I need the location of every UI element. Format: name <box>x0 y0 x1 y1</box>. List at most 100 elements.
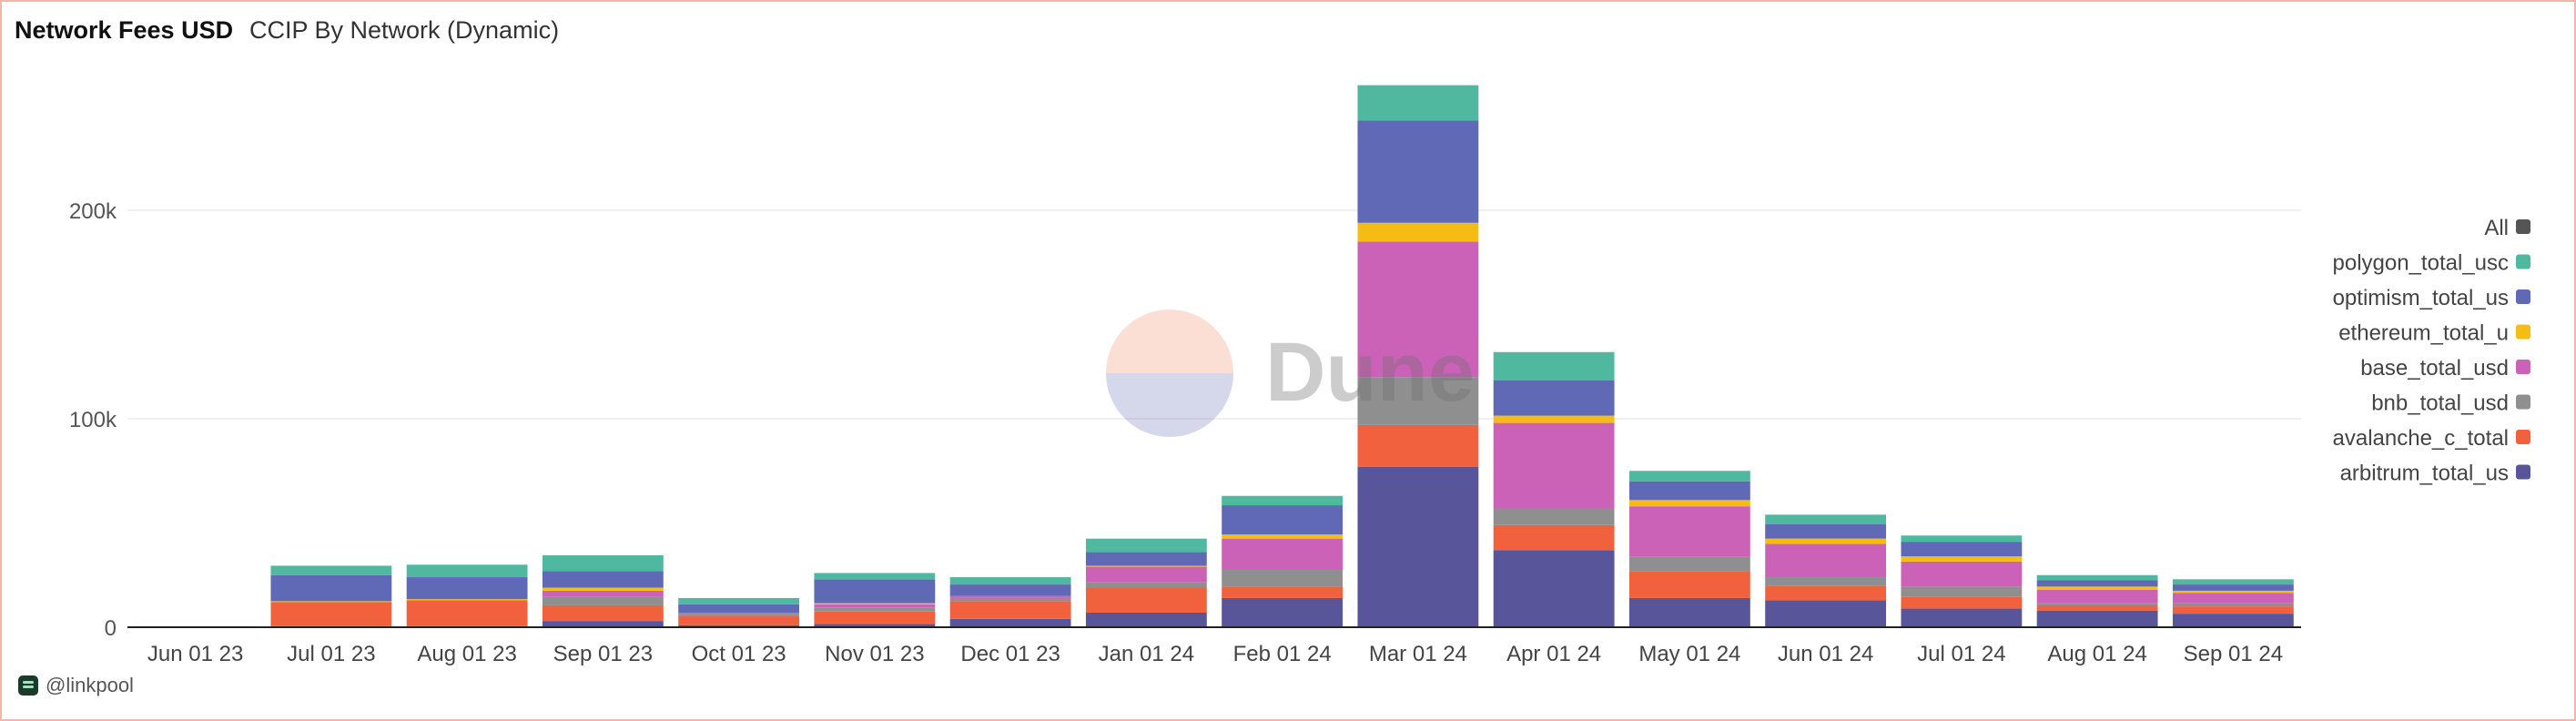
bar-segment[interactable] <box>542 596 664 605</box>
bar-segment[interactable] <box>678 625 800 627</box>
bar-segment[interactable] <box>1901 586 2023 597</box>
bar-segment[interactable] <box>949 618 1071 627</box>
bar-segment[interactable] <box>542 554 664 572</box>
bar-segment[interactable] <box>1493 415 1615 423</box>
bar-segment[interactable] <box>1222 505 1344 535</box>
legend-swatch[interactable] <box>2516 464 2530 480</box>
bar-segment[interactable] <box>2172 606 2294 614</box>
author-handle[interactable]: @linkpool <box>46 674 134 696</box>
bar-segment[interactable] <box>1222 586 1344 598</box>
legend-swatch[interactable] <box>2516 394 2530 410</box>
bar-segment[interactable] <box>1357 241 1479 378</box>
bar-segment[interactable] <box>542 590 664 597</box>
bar-segment[interactable] <box>406 600 528 626</box>
bar-segment[interactable] <box>1085 538 1207 553</box>
bar-segment[interactable] <box>2036 589 2158 604</box>
bar-segment[interactable] <box>1628 471 1750 482</box>
bar-segment[interactable] <box>270 602 392 626</box>
bar-segment[interactable] <box>1222 570 1344 587</box>
bar-segment[interactable] <box>2036 604 2158 611</box>
bar-segment[interactable] <box>2172 614 2294 627</box>
bar-segment[interactable] <box>814 624 936 627</box>
bar-segment[interactable] <box>1901 561 2023 587</box>
legend-swatch[interactable] <box>2516 324 2530 340</box>
bar-segment[interactable] <box>2036 574 2158 581</box>
bar-segment[interactable] <box>1901 556 2023 562</box>
bar-segment[interactable] <box>1085 582 1207 588</box>
bar-segment[interactable] <box>2036 580 2158 587</box>
bar-segment[interactable] <box>1628 571 1750 598</box>
bar-segment[interactable] <box>1628 481 1750 501</box>
bar-segment[interactable] <box>2036 603 2158 605</box>
bar-segment[interactable] <box>814 579 936 604</box>
bar-segment[interactable] <box>2172 593 2294 604</box>
legend-item-label[interactable]: polygon_total_usc <box>2333 251 2509 276</box>
bar-segment[interactable] <box>678 612 800 614</box>
bar-segment[interactable] <box>678 614 800 616</box>
bar-segment[interactable] <box>1493 508 1615 525</box>
bar-segment[interactable] <box>2036 586 2158 590</box>
legend-swatch[interactable] <box>2516 430 2530 444</box>
bar-segment[interactable] <box>1085 552 1207 566</box>
bar-segment[interactable] <box>678 597 800 604</box>
bar-segment[interactable] <box>1357 377 1479 425</box>
legend-swatch[interactable] <box>2516 254 2530 269</box>
bar-segment[interactable] <box>406 564 528 578</box>
bar-segment[interactable] <box>1357 424 1479 467</box>
bar-segment[interactable] <box>1357 85 1479 121</box>
bar-segment[interactable] <box>270 565 392 575</box>
bar-segment[interactable] <box>1901 596 2023 609</box>
bar-segment[interactable] <box>1085 612 1207 627</box>
bar-segment[interactable] <box>814 604 936 608</box>
legend-all-swatch[interactable] <box>2516 219 2530 234</box>
bar-segment[interactable] <box>949 577 1071 585</box>
legend-item-label[interactable]: base_total_usd <box>2360 356 2509 381</box>
legend-item-label[interactable]: arbitrum_total_us <box>2340 462 2509 486</box>
bar-segment[interactable] <box>542 571 664 588</box>
bar-segment[interactable] <box>406 599 528 601</box>
bar-segment[interactable] <box>2036 610 2158 627</box>
legend-swatch[interactable] <box>2516 289 2530 304</box>
bar-segment[interactable] <box>1901 542 2023 557</box>
bar-segment[interactable] <box>1085 587 1207 613</box>
bar-segment[interactable] <box>949 595 1071 598</box>
bar-segment[interactable] <box>1765 514 1887 524</box>
bar-segment[interactable] <box>1493 524 1615 551</box>
bar-segment[interactable] <box>270 574 392 602</box>
bar-segment[interactable] <box>1765 585 1887 601</box>
bar-segment[interactable] <box>1493 351 1615 381</box>
bar-segment[interactable] <box>2172 584 2294 591</box>
bar-segment[interactable] <box>542 587 664 591</box>
bar-segment[interactable] <box>1765 538 1887 544</box>
bar-segment[interactable] <box>1765 577 1887 586</box>
bar-segment[interactable] <box>1085 565 1207 567</box>
bar-segment[interactable] <box>1765 600 1887 627</box>
bar-segment[interactable] <box>2172 590 2294 594</box>
bar-segment[interactable] <box>814 611 936 625</box>
bar-segment[interactable] <box>1628 597 1750 627</box>
legend-item-label[interactable]: bnb_total_usd <box>2371 391 2509 416</box>
legend-swatch[interactable] <box>2516 360 2530 374</box>
bar-segment[interactable] <box>814 607 936 612</box>
legend-all-label[interactable]: All <box>2484 216 2509 240</box>
bar-segment[interactable] <box>1357 222 1479 242</box>
bar-segment[interactable] <box>1765 523 1887 539</box>
bar-segment[interactable] <box>406 577 528 600</box>
bar-segment[interactable] <box>270 601 392 603</box>
bar-segment[interactable] <box>1357 120 1479 223</box>
legend-item-label[interactable]: ethereum_total_u <box>2338 321 2509 346</box>
legend-item-label[interactable]: avalanche_c_total <box>2333 426 2509 451</box>
bar-segment[interactable] <box>1765 543 1887 578</box>
bar-segment[interactable] <box>1222 538 1344 571</box>
bar-segment[interactable] <box>2172 579 2294 585</box>
bar-segment[interactable] <box>949 584 1071 596</box>
bar-segment[interactable] <box>1493 380 1615 416</box>
bar-segment[interactable] <box>2172 603 2294 607</box>
bar-segment[interactable] <box>949 601 1071 619</box>
bar-segment[interactable] <box>814 573 936 580</box>
bar-segment[interactable] <box>1493 550 1615 627</box>
bar-segment[interactable] <box>1901 535 2023 543</box>
bar-segment[interactable] <box>1628 556 1750 572</box>
bar-segment[interactable] <box>1222 597 1344 627</box>
bar-segment[interactable] <box>1222 534 1344 539</box>
